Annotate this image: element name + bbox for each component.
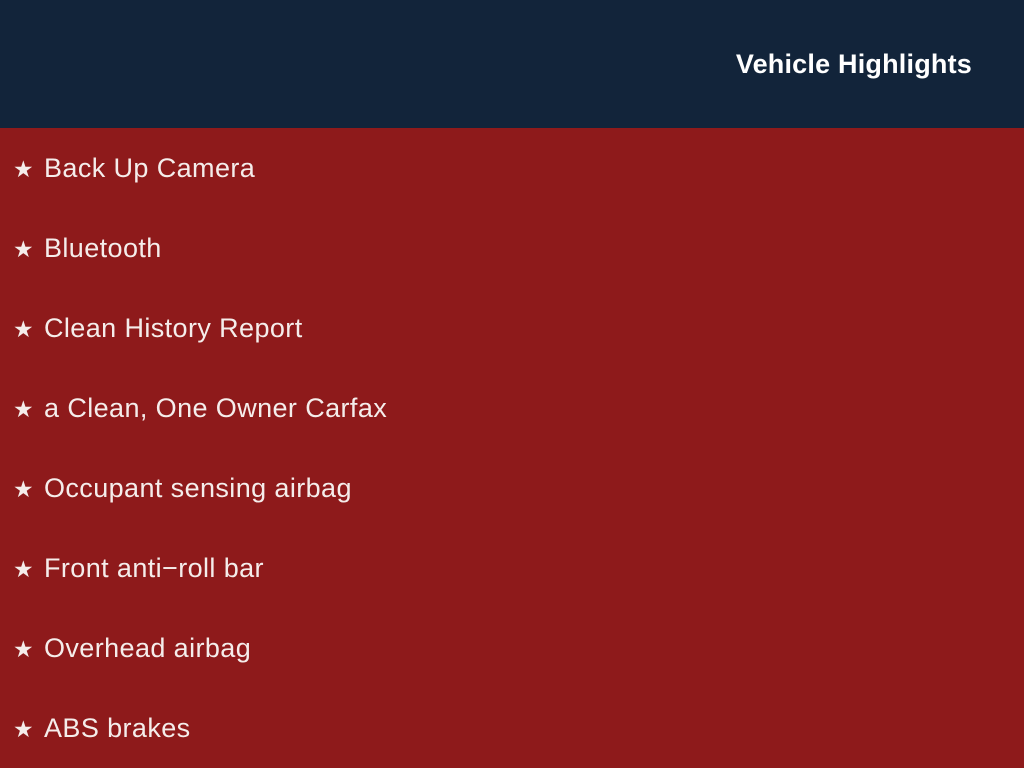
header-band: Vehicle Highlights bbox=[0, 0, 1024, 128]
star-icon: ★ bbox=[13, 395, 34, 422]
list-item-label: Back Up Camera bbox=[44, 152, 256, 183]
list-item-label: Front anti−roll bar bbox=[44, 552, 264, 583]
list-item: ★ Occupant sensing airbag bbox=[0, 448, 1024, 528]
list-item: ★ Back Up Camera bbox=[0, 128, 1024, 208]
star-icon: ★ bbox=[13, 555, 34, 582]
list-item: ★ a Clean, One Owner Carfax bbox=[0, 368, 1024, 448]
list-item: ★ Overhead airbag bbox=[0, 608, 1024, 688]
list-item-label: ABS brakes bbox=[44, 712, 191, 743]
list-item: ★ Bluetooth bbox=[0, 208, 1024, 288]
page-title: Vehicle Highlights bbox=[735, 48, 972, 79]
list-item: ★ ABS brakes bbox=[0, 688, 1024, 768]
list-item-label: Overhead airbag bbox=[44, 632, 252, 663]
star-icon: ★ bbox=[13, 475, 34, 502]
star-icon: ★ bbox=[13, 235, 34, 262]
list-item-label: Bluetooth bbox=[44, 232, 162, 263]
star-icon: ★ bbox=[13, 715, 34, 742]
list-item-label: a Clean, One Owner Carfax bbox=[44, 392, 388, 423]
star-icon: ★ bbox=[13, 635, 34, 662]
highlight-list: ★ Back Up Camera ★ Bluetooth ★ Clean His… bbox=[0, 128, 1024, 768]
star-icon: ★ bbox=[13, 315, 34, 342]
list-item: ★ Clean History Report bbox=[0, 288, 1024, 368]
list-item-label: Occupant sensing airbag bbox=[44, 472, 352, 503]
list-item-label: Clean History Report bbox=[44, 312, 303, 343]
list-item: ★ Front anti−roll bar bbox=[0, 528, 1024, 608]
star-icon: ★ bbox=[13, 155, 34, 182]
